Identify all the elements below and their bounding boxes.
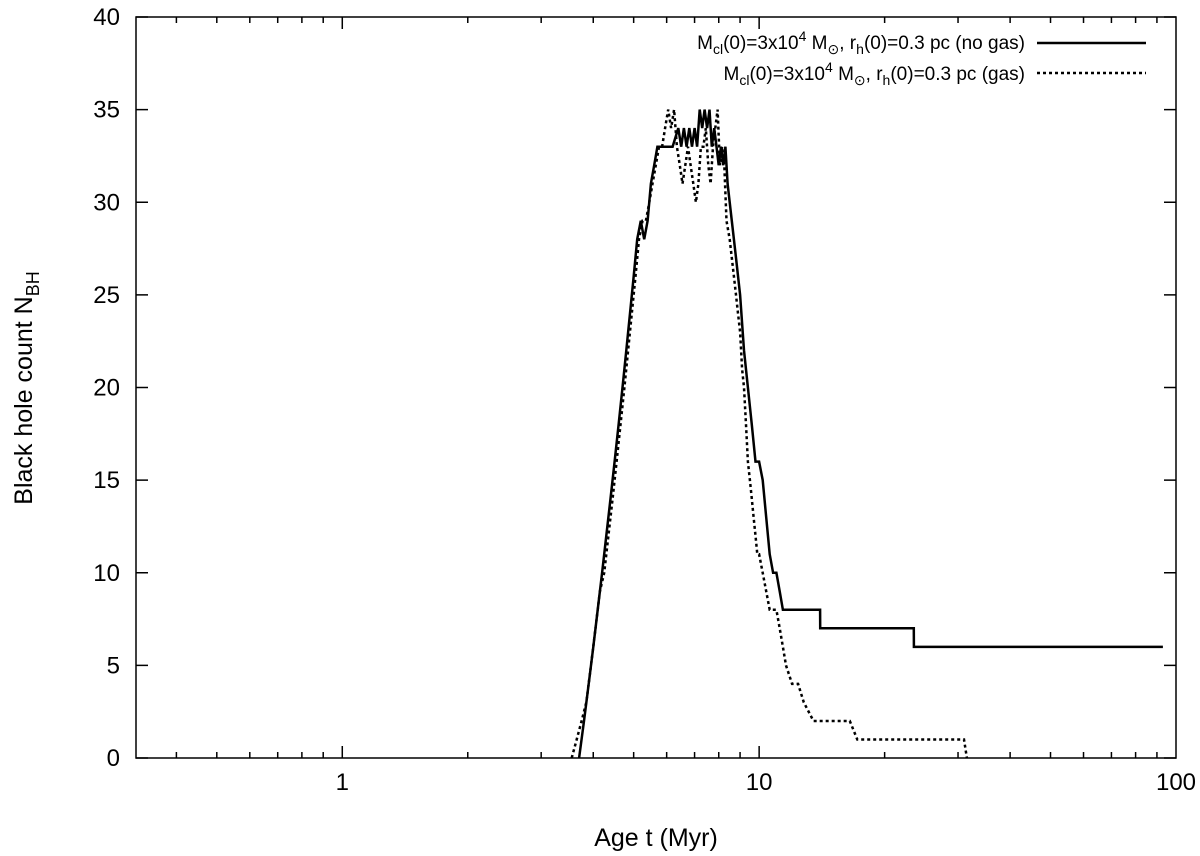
y-axis-title-subscript: BH [23, 271, 43, 296]
series-line-no-gas [577, 109, 1163, 759]
y-tick-label: 20 [93, 375, 120, 402]
y-tick-label: 35 [93, 97, 120, 124]
legend-label-gas: Mcl(0)=3x104 M⊙, rh(0)=0.3 pc (gas) [724, 59, 1025, 88]
y-tick-label: 10 [93, 560, 120, 587]
y-tick-label: 0 [107, 745, 120, 772]
x-axis-ticks: 1 10 100 [175, 17, 1196, 796]
x-tick-label: 1 [336, 769, 349, 796]
series-layer [570, 109, 1163, 759]
x-tick-label: 10 [746, 769, 773, 796]
y-tick-label: 25 [93, 282, 120, 309]
y-axis-ticks: 0 5 10 15 20 25 30 35 40 [93, 4, 1176, 772]
x-tick-label: 100 [1156, 769, 1196, 796]
y-tick-label: 40 [93, 4, 120, 31]
legend-label-no-gas: Mcl(0)=3x104 M⊙, rh(0)=0.3 pc (no gas) [697, 28, 1025, 57]
x-axis-title: Age t (Myr) [594, 824, 718, 852]
y-axis-title: Black hole count NBH [10, 271, 43, 504]
legend: Mcl(0)=3x104 M⊙, rh(0)=0.3 pc (no gas) M… [697, 28, 1146, 88]
y-tick-label: 30 [93, 189, 120, 216]
y-tick-label: 5 [107, 652, 120, 679]
y-tick-label: 15 [93, 467, 120, 494]
y-axis-title-main: Black hole count N [10, 296, 38, 504]
series-line-gas [570, 109, 969, 759]
